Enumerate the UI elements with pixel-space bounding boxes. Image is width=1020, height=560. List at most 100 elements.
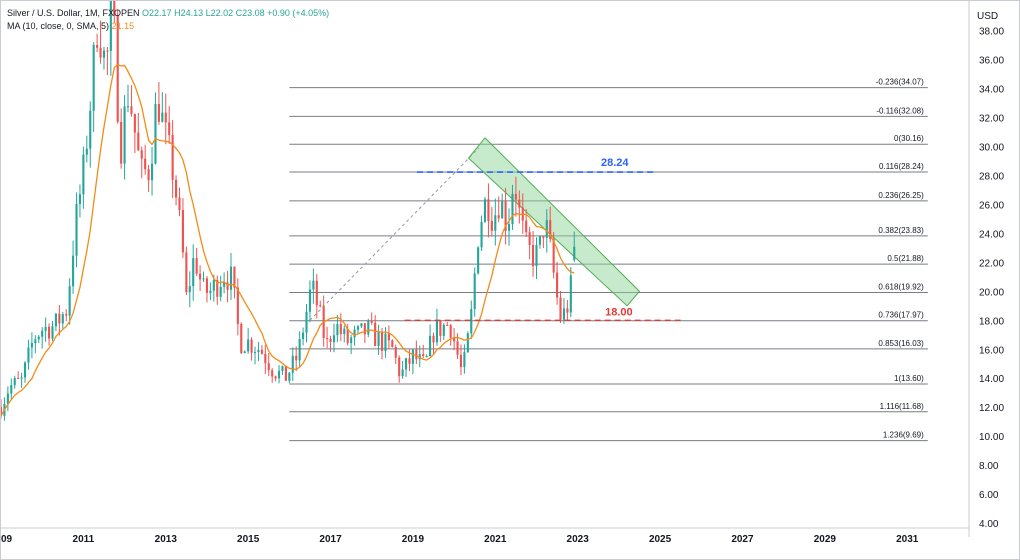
price-tick-label: 34.00	[979, 85, 1004, 96]
candle-body	[566, 308, 569, 313]
channel-band	[467, 137, 641, 307]
candle-body	[473, 273, 476, 310]
candle-body	[30, 343, 33, 348]
candle-body	[511, 193, 514, 225]
time-tick-label: 2031	[896, 534, 919, 545]
candle-body	[429, 335, 432, 357]
candle-body	[298, 339, 301, 361]
candle-body	[384, 333, 387, 351]
currency-label: USD	[977, 11, 999, 22]
candle-body	[329, 338, 332, 342]
time-axis[interactable]: 2009 2011 2013 2015 2017 2019 2021 2023 2025 2027…	[1, 527, 969, 545]
candle-body	[123, 106, 126, 164]
candle-body	[446, 324, 449, 326]
fib-level-label: 0(30.16)	[894, 134, 924, 143]
candle-body	[195, 258, 198, 274]
price-axis[interactable]: 4.00 6.00 8.00 10.00 12.00 14.00 16.00 18.00 20.…	[968, 1, 1004, 537]
candle-body	[291, 355, 294, 373]
candle-body	[277, 370, 281, 379]
fib-level-label: 0.736(17.97)	[878, 311, 924, 320]
price-tick-label: 16.00	[979, 345, 1004, 356]
fib-level-label: 1(13.60)	[894, 374, 924, 383]
candle-body	[442, 324, 445, 336]
candle-body	[243, 351, 246, 354]
time-tick-label: 2027	[731, 534, 754, 545]
candle-body	[308, 289, 312, 312]
candle-body	[398, 357, 401, 377]
candle-body	[247, 339, 250, 352]
candle-body	[319, 305, 322, 307]
indicator-title[interactable]: MA (10, close, 0, SMA, 5)	[7, 21, 110, 31]
candle-body	[236, 287, 239, 324]
candle-body	[219, 286, 222, 297]
candle-body	[391, 340, 394, 347]
candle-body	[353, 329, 356, 338]
candle-body	[140, 150, 143, 159]
candle-body	[487, 199, 490, 221]
candle-body	[552, 239, 555, 273]
candle-body	[253, 352, 257, 354]
candle-body	[133, 113, 136, 133]
candle-body	[418, 354, 421, 360]
candle-body	[61, 314, 64, 324]
candle-body	[23, 362, 27, 378]
fib-trend-line	[309, 147, 480, 321]
candle-body	[562, 308, 566, 320]
candle-body	[34, 339, 37, 344]
price-tick-label: 14.00	[979, 374, 1004, 385]
fib-level-label: 0.853(16.03)	[878, 339, 924, 348]
candle-body	[65, 314, 68, 316]
candle-body	[223, 282, 226, 287]
candle-body	[188, 286, 191, 293]
candle-body	[507, 224, 511, 231]
price-tick-label: 24.00	[979, 229, 1004, 240]
candle-body	[380, 331, 384, 351]
candle-body	[233, 266, 236, 288]
candle-body	[116, 15, 119, 122]
price-tick-label: 36.00	[979, 56, 1004, 67]
candle-body	[535, 244, 538, 267]
candle-body	[394, 346, 397, 358]
price-tick-label: 10.00	[979, 432, 1004, 443]
time-tick-label: 2013	[155, 534, 178, 545]
candle-body	[288, 372, 291, 381]
fib-level-label: 0.5(21.88)	[887, 254, 924, 263]
candle-body	[312, 280, 315, 290]
candle-body	[85, 148, 88, 155]
candlesticks	[1, 1, 576, 421]
symbol-title[interactable]: Silver / U.S. Dollar, 1M, FXOPEN	[7, 8, 140, 18]
time-tick-label: 2023	[567, 534, 590, 545]
candle-body	[326, 338, 329, 340]
time-tick-label: 2015	[237, 534, 260, 545]
candle-body	[13, 378, 16, 386]
candle-body	[192, 258, 195, 287]
candle-body	[1, 407, 3, 416]
candle-body	[305, 311, 308, 333]
candle-body	[51, 326, 54, 339]
fib-level-label: -0.236(34.07)	[876, 78, 924, 87]
candle-body	[374, 322, 377, 346]
candle-body	[466, 333, 469, 353]
candle-body	[154, 103, 157, 164]
candle-body	[504, 201, 507, 231]
candle-body	[439, 320, 442, 336]
candle-body	[226, 282, 229, 290]
candle-body	[199, 273, 202, 280]
price-tick-label: 22.00	[979, 258, 1004, 269]
candle-body	[202, 278, 205, 280]
candle-body	[209, 290, 212, 293]
price-tick-label: 28.00	[979, 172, 1004, 183]
candle-body	[549, 220, 552, 240]
candle-body	[497, 215, 500, 219]
candle-body	[257, 349, 260, 353]
candle-body	[367, 321, 370, 335]
fib-level-label: 1.116(11.68)	[880, 402, 925, 411]
candle-body	[435, 320, 439, 343]
candle-body	[126, 106, 130, 108]
candle-body	[72, 255, 75, 287]
candle-body	[514, 193, 517, 200]
candle-body	[144, 158, 147, 170]
candle-body	[542, 236, 545, 238]
candle-body	[377, 331, 380, 346]
